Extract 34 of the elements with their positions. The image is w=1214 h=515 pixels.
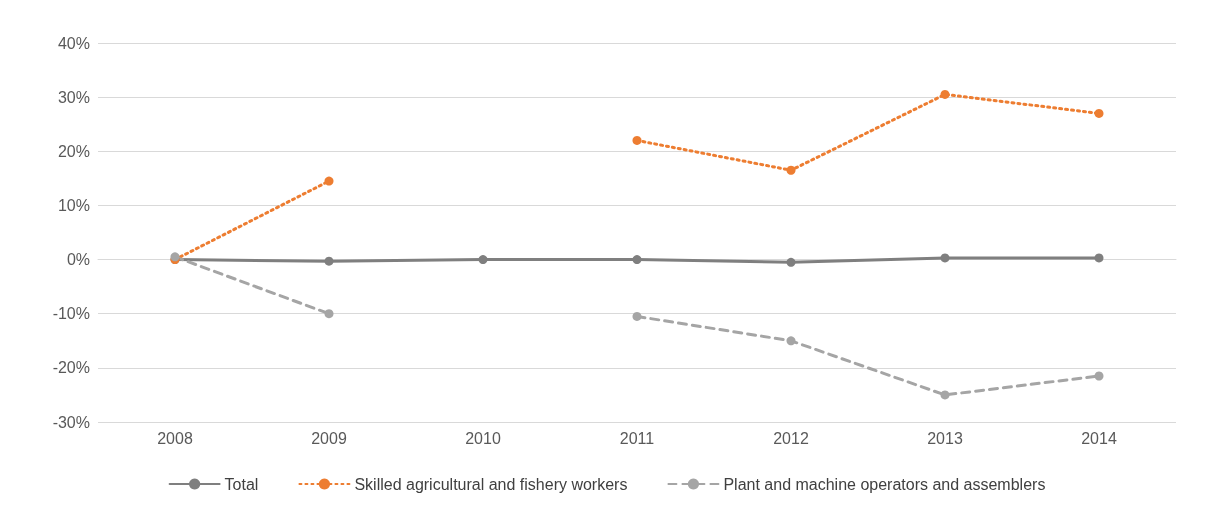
point — [786, 257, 796, 267]
x-tick-label: 2013 — [927, 429, 963, 447]
y-tick-label: -30% — [52, 413, 90, 431]
y-tick-label: 0% — [66, 251, 90, 269]
legend-label: Skilled agricultural and fishery workers — [354, 475, 628, 493]
point — [1094, 253, 1104, 263]
point — [1094, 371, 1104, 381]
point — [786, 336, 796, 346]
point — [940, 89, 950, 99]
y-tick-label: 40% — [57, 34, 90, 52]
point — [324, 309, 334, 319]
x-tick-label: 2010 — [465, 429, 501, 447]
y-tick-label: 30% — [57, 88, 90, 106]
point — [632, 255, 642, 265]
point — [940, 390, 950, 400]
y-tick-label: 20% — [57, 142, 90, 160]
point — [1094, 108, 1104, 118]
x-tick-label: 2009 — [311, 429, 347, 447]
x-tick-label: 2008 — [157, 429, 193, 447]
legend-label: Plant and machine operators and assemblers — [723, 475, 1046, 493]
y-tick-label: -20% — [52, 359, 90, 377]
point — [632, 311, 642, 321]
point — [940, 253, 950, 263]
point — [324, 176, 334, 186]
y-tick-label: -10% — [52, 305, 90, 323]
x-tick-label: 2011 — [619, 429, 655, 447]
point — [324, 256, 334, 266]
legend-label: Total — [224, 475, 259, 493]
point — [632, 135, 642, 145]
x-tick-label: 2012 — [773, 429, 809, 447]
point — [478, 255, 488, 265]
y-tick-label: 10% — [57, 196, 90, 214]
point — [786, 165, 796, 175]
x-tick-label: 2014 — [1081, 429, 1117, 447]
